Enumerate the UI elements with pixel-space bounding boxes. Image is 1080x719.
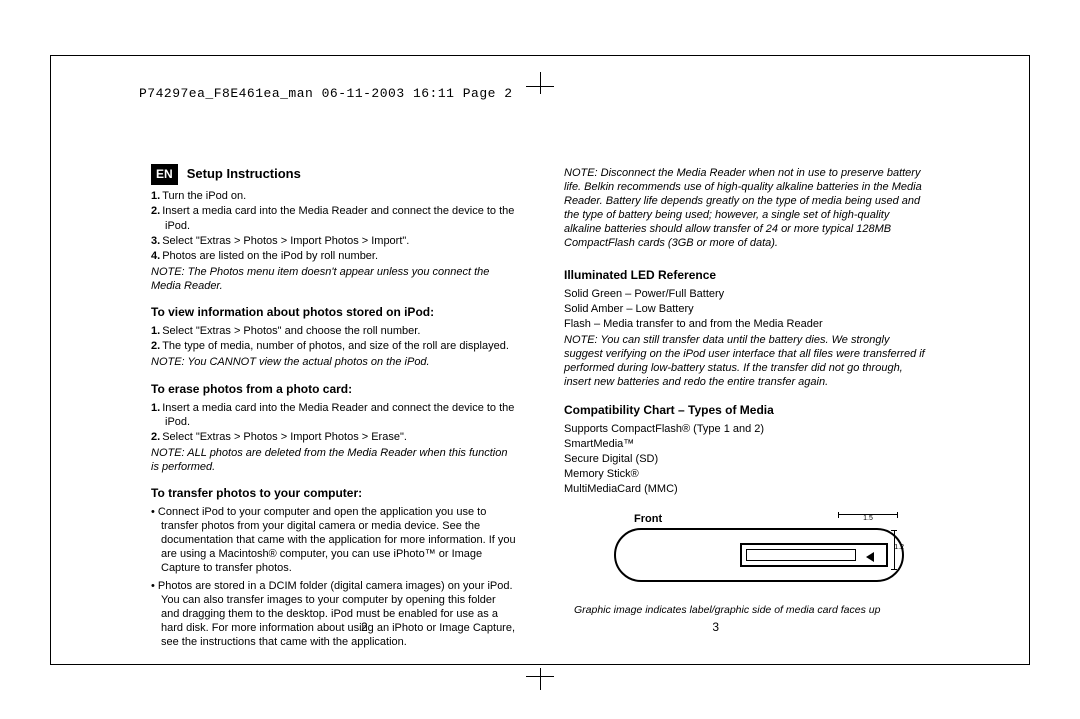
step-text: Insert a media card into the Media Reade…: [162, 402, 514, 428]
bullet: Photos are stored in a DCIM folder (digi…: [151, 579, 516, 649]
led-title: Illuminated LED Reference: [564, 268, 929, 283]
compat-line: Supports CompactFlash® (Type 1 and 2): [564, 422, 929, 436]
view-title: To view information about photos stored …: [151, 305, 516, 320]
view-steps: 1.Select "Extras > Photos" and choose th…: [151, 324, 516, 353]
compat-title: Compatibility Chart – Types of Media: [564, 403, 929, 418]
front-label: Front: [634, 512, 662, 526]
led-list: Solid Green – Power/Full Battery Solid A…: [564, 287, 929, 331]
led-note: NOTE: You can still transfer data until …: [564, 333, 929, 389]
dimension-height: 1.2: [894, 530, 895, 570]
step-text: Select "Extras > Photos > Import Photos …: [162, 431, 407, 443]
language-badge: EN: [151, 164, 178, 185]
led-line: Flash – Media transfer to and from the M…: [564, 317, 929, 331]
step-text: Photos are listed on the iPod by roll nu…: [162, 250, 378, 262]
left-column: EN Setup Instructions 1.Turn the iPod on…: [151, 164, 516, 604]
insert-arrow-icon: [866, 552, 874, 562]
erase-title: To erase photos from a photo card:: [151, 382, 516, 397]
erase-steps: 1.Insert a media card into the Media Rea…: [151, 401, 516, 444]
crop-mark-bottom: [526, 662, 554, 690]
compat-line: Memory Stick®: [564, 467, 929, 481]
device-diagram: Front 1.5 1.2: [564, 518, 929, 598]
print-header: P74297ea_F8E461ea_man 06-11-2003 16:11 P…: [139, 86, 513, 101]
diagram-caption: Graphic image indicates label/graphic si…: [574, 604, 929, 617]
step-text: Select "Extras > Photos > Import Photos …: [162, 235, 409, 247]
erase-note: NOTE: ALL photos are deleted from the Me…: [151, 446, 516, 474]
step-text: Insert a media card into the Media Reade…: [162, 205, 514, 231]
transfer-bullets: Connect iPod to your computer and open t…: [151, 505, 516, 650]
setup-steps: 1.Turn the iPod on. 2.Insert a media car…: [151, 189, 516, 262]
page-number-right: 3: [712, 620, 719, 634]
right-column: NOTE: Disconnect the Media Reader when n…: [564, 164, 929, 604]
step-text: The type of media, number of photos, and…: [162, 340, 509, 352]
compat-line: Secure Digital (SD): [564, 452, 929, 466]
led-line: Solid Green – Power/Full Battery: [564, 287, 929, 301]
setup-title: Setup Instructions: [187, 166, 301, 183]
battery-note: NOTE: Disconnect the Media Reader when n…: [564, 166, 929, 250]
card-outline: [746, 549, 856, 561]
compat-list: Supports CompactFlash® (Type 1 and 2) Sm…: [564, 422, 929, 496]
dimension-width: 1.5: [838, 514, 898, 524]
view-note: NOTE: You CANNOT view the actual photos …: [151, 355, 516, 369]
step-text: Select "Extras > Photos" and choose the …: [162, 325, 420, 337]
led-line: Solid Amber – Low Battery: [564, 302, 929, 316]
page-frame: P74297ea_F8E461ea_man 06-11-2003 16:11 P…: [50, 55, 1030, 665]
content-columns: EN Setup Instructions 1.Turn the iPod on…: [151, 164, 929, 604]
compat-line: MultiMediaCard (MMC): [564, 482, 929, 496]
device-outline: [614, 528, 904, 582]
card-slot: [740, 543, 888, 567]
dim-value: 1.5: [863, 515, 873, 522]
compat-line: SmartMedia™: [564, 437, 929, 451]
step-text: Turn the iPod on.: [162, 190, 246, 202]
dim-value: 1.2: [894, 544, 904, 553]
crop-mark-top: [526, 72, 554, 100]
page-number-left: 2: [361, 620, 368, 634]
transfer-title: To transfer photos to your computer:: [151, 486, 516, 501]
bullet: Connect iPod to your computer and open t…: [151, 505, 516, 575]
setup-note: NOTE: The Photos menu item doesn't appea…: [151, 265, 516, 293]
